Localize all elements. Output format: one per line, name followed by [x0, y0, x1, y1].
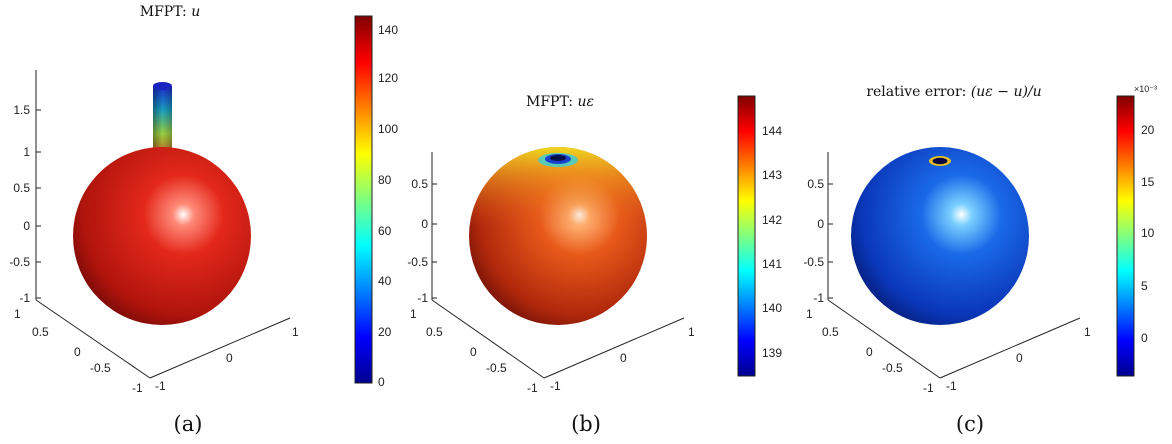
panel-b-colorbar-ticks: 144 143 142 141 140 139 [762, 124, 782, 360]
panel-c-title: relative error: (uε − u)/u [866, 84, 1041, 100]
panel-b-y-tick-label: -1 [550, 379, 561, 393]
panel-a-y-ticks: -1 0 1 [155, 325, 299, 393]
panel-c-sphere [851, 147, 1029, 325]
panel-a-y-axis [149, 317, 291, 379]
panel-b-colorbar-tick-label: 141 [762, 257, 782, 271]
panel-a-y-tick-label: 1 [292, 325, 299, 339]
panel-c-z-tick-label: -0.5 [803, 255, 824, 269]
panel-c-x-tick-label: 1 [806, 307, 813, 321]
panel-a: MFPT: u 1.5 1 0.5 0 -0.5 -1 1 0.5 0 -0.5 [9, 4, 398, 436]
panel-b-x-tick-label: 0 [470, 345, 477, 359]
panel-b-x-tick-label: -1 [527, 381, 538, 395]
panel-b-z-tick-label: -0.5 [407, 255, 428, 269]
panel-a-y-tick-label: 0 [226, 351, 233, 365]
panel-a-x-tick-label: 0 [74, 345, 81, 359]
panel-c-z-ticks: 0.5 0 -0.5 -1 [803, 177, 833, 305]
panel-b-colorbar-tick-label: 143 [762, 168, 782, 182]
panel-c-caption: (c) [956, 412, 984, 436]
panel-b-caption: (b) [571, 412, 601, 436]
panel-b: MFPT: uε 0.5 0 -0.5 -1 1 0.5 0 -0.5 -1 -… [407, 94, 782, 436]
panel-b-z-ticks: 0.5 0 -0.5 -1 [407, 177, 437, 305]
panel-b-x-tick-label: 0.5 [426, 325, 443, 339]
panel-b-z-tick-label: 0.5 [411, 177, 428, 191]
panel-a-colorbar-tick-label: 120 [378, 71, 398, 85]
panel-a-stick [153, 82, 172, 166]
panel-b-x-tick-label: 1 [410, 307, 417, 321]
panel-c-colorbar-tick-label: 15 [1141, 175, 1155, 189]
panel-b-colorbar-tick-label: 140 [762, 301, 782, 315]
panel-b-x-tick-label: -0.5 [486, 361, 507, 375]
panel-a-z-tick-label: -0.5 [9, 255, 30, 269]
panel-a-x-tick-label: 1 [14, 307, 21, 321]
panel-b-x-axis [431, 299, 545, 379]
panel-b-colorbar-tick-label: 142 [762, 213, 782, 227]
panel-a-x-ticks: 1 0.5 0 -0.5 -1 [14, 307, 143, 395]
panel-b-colorbar-tick-label: 139 [762, 346, 782, 360]
panel-c-y-tick-label: -1 [946, 379, 957, 393]
panel-c-x-tick-label: -1 [923, 381, 934, 395]
panel-a-z-tick-label: 1.5 [13, 103, 30, 117]
panel-c-z-tick-label: 0 [817, 217, 824, 231]
panel-a-z-tick-label: -1 [19, 291, 30, 305]
panel-a-x-tick-label: 0.5 [32, 325, 49, 339]
panel-a-y-tick-label: -1 [155, 379, 166, 393]
panel-b-y-axis [543, 317, 685, 379]
panel-c-z-tick-label: -1 [813, 291, 824, 305]
panel-b-y-ticks: -1 0 1 [550, 325, 695, 393]
panel-b-z-tick-label: 0 [421, 217, 428, 231]
panel-c-colorbar-tick-label: 0 [1141, 331, 1148, 345]
panel-c-colorbar [1117, 96, 1134, 376]
panel-a-sphere [73, 147, 251, 325]
panel-c-y-ticks: -1 0 1 [946, 325, 1091, 393]
panel-c-colorbar-tick-label: 10 [1141, 226, 1155, 240]
panel-a-title: MFPT: u [140, 4, 201, 20]
panel-c-z-tick-label: 0.5 [807, 177, 824, 191]
panel-b-colorbar [738, 96, 755, 376]
panel-c-y-tick-label: 1 [1084, 325, 1091, 339]
panel-b-x-ticks: 1 0.5 0 -0.5 -1 [410, 307, 538, 395]
panel-a-x-axis [35, 299, 151, 379]
panel-c: relative error: (uε − u)/u 0.5 0 -0.5 -1… [803, 84, 1157, 436]
panel-a-colorbar-tick-label: 40 [378, 274, 392, 288]
panel-a-x-tick-label: -0.5 [90, 361, 111, 375]
panel-b-sphere [469, 147, 647, 325]
panel-c-x-tick-label: -0.5 [882, 361, 903, 375]
panel-b-y-tick-label: 0 [620, 351, 627, 365]
panel-c-x-ticks: 1 0.5 0 -0.5 -1 [806, 307, 934, 395]
panel-a-z-tick-label: 1 [23, 145, 30, 159]
panel-c-y-tick-label: 0 [1016, 351, 1023, 365]
panel-a-colorbar [355, 16, 372, 383]
panel-a-caption: (a) [174, 412, 203, 436]
panel-a-colorbar-tick-label: 140 [378, 23, 398, 37]
panel-c-colorbar-ticks: 20 15 10 5 0 [1141, 123, 1155, 345]
panel-c-y-axis [939, 317, 1081, 379]
panel-b-y-tick-label: 1 [688, 325, 695, 339]
panel-a-z-tick-label: 0.5 [13, 181, 30, 195]
panel-c-colorbar-exponent: ×10⁻³ [1134, 84, 1157, 94]
panel-a-z-ticks: 1.5 1 0.5 0 -0.5 -1 [9, 103, 41, 305]
panel-a-colorbar-tick-label: 80 [378, 173, 392, 187]
panel-b-colorbar-tick-label: 144 [762, 124, 782, 138]
panel-c-x-tick-label: 0.5 [822, 325, 839, 339]
panel-c-x-tick-label: 0 [866, 345, 873, 359]
panel-a-z-tick-label: 0 [23, 219, 30, 233]
panel-a-colorbar-tick-label: 20 [378, 325, 392, 339]
panel-a-x-tick-label: -1 [132, 381, 143, 395]
panel-a-colorbar-tick-label: 60 [378, 224, 392, 238]
panel-b-title: MFPT: uε [526, 94, 594, 110]
panel-a-colorbar-ticks: 140 120 100 80 60 40 20 0 [378, 23, 398, 389]
panel-c-x-axis [827, 299, 941, 379]
panel-c-colorbar-tick-label: 20 [1141, 123, 1155, 137]
panel-a-colorbar-tick-label: 0 [378, 375, 385, 389]
panel-a-colorbar-tick-label: 100 [378, 122, 398, 136]
panel-b-z-tick-label: -1 [417, 291, 428, 305]
panel-c-colorbar-tick-label: 5 [1141, 279, 1148, 293]
